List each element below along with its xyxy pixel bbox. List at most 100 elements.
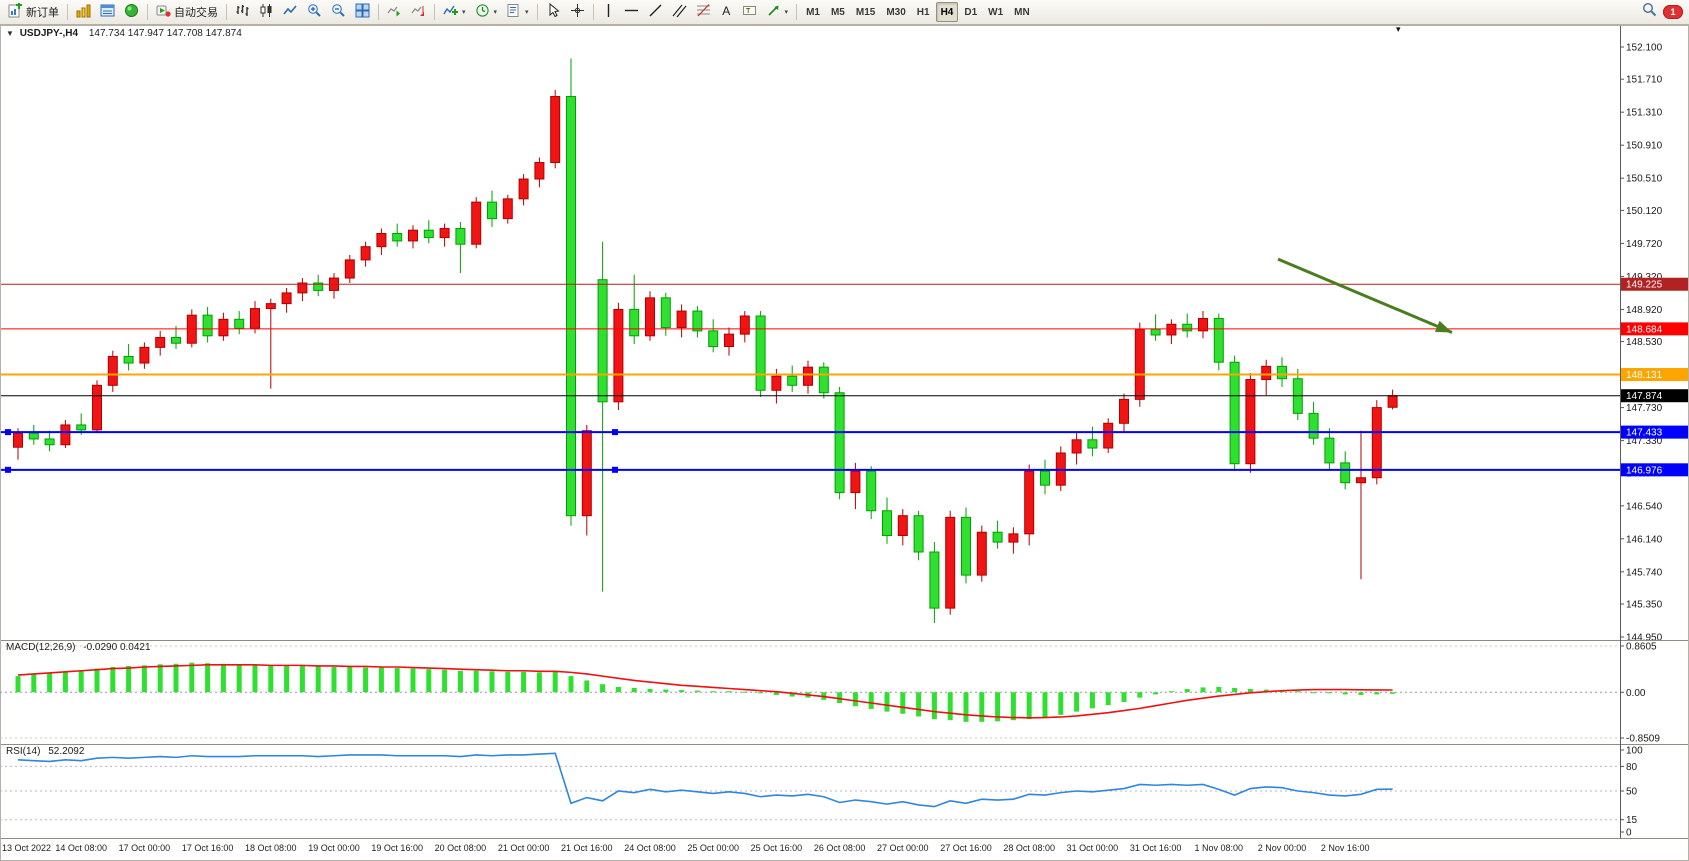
chart-header: ▼ USDJPY-,H4 147.734 147.947 147.708 147… — [6, 28, 242, 39]
macd-bar — [694, 690, 700, 693]
tf-m30-button[interactable]: M30 — [886, 6, 906, 18]
indicators-button[interactable]: ▾ — [439, 1, 470, 23]
candlestick-icon — [259, 3, 274, 21]
macd-bar — [141, 665, 147, 693]
candle — [139, 346, 150, 364]
text-label-button[interactable]: T — [738, 1, 761, 23]
arrows-tool-icon — [766, 3, 781, 21]
macd-bar — [1247, 689, 1253, 693]
time-axis[interactable]: 13 Oct 2022 14 Oct 08:00 17 Oct 00:00 17 Oc… — [2, 843, 1369, 853]
bar-chart-button[interactable] — [231, 1, 254, 23]
svg-text:146.976: 146.976 — [1626, 465, 1663, 476]
candle — [850, 470, 861, 494]
candle — [392, 232, 403, 242]
tf-d1-button[interactable]: D1 — [964, 6, 978, 18]
svg-text:151.310: 151.310 — [1626, 108, 1663, 119]
auto-trading-button[interactable]: 自动交易 — [152, 1, 222, 23]
svg-text:25 Oct 16:00: 25 Oct 16:00 — [751, 843, 803, 853]
svg-text:80: 80 — [1626, 762, 1638, 773]
macd-bar — [442, 669, 448, 693]
macd-bar — [679, 690, 685, 693]
separator — [378, 4, 379, 20]
candle — [1024, 470, 1035, 535]
macd-bar — [378, 667, 384, 693]
svg-text:17 Oct 16:00: 17 Oct 16:00 — [182, 843, 234, 853]
svg-text:26 Oct 08:00: 26 Oct 08:00 — [814, 843, 866, 853]
zoom-in-button[interactable] — [303, 1, 326, 23]
tf-mn-button[interactable]: MN — [1014, 6, 1030, 18]
separator — [536, 4, 538, 20]
arrows-tool-button[interactable]: ▾ — [762, 1, 793, 23]
notification-badge[interactable]: 1 — [1663, 5, 1683, 19]
auto-scroll-button[interactable] — [383, 1, 406, 23]
macd-bar — [157, 664, 163, 693]
search-icon[interactable] — [1642, 2, 1657, 22]
market-watch-button[interactable] — [72, 1, 95, 23]
data-window-button[interactable] — [96, 1, 119, 23]
macd-values: -0.0290 0.0421 — [83, 642, 151, 653]
macd-bar — [884, 692, 890, 712]
toolbar-overflow-chevron[interactable]: ▾ — [1396, 24, 1401, 34]
macd-bar — [1153, 692, 1159, 695]
candle — [202, 314, 213, 337]
chevron-down-icon: ▾ — [525, 9, 529, 16]
new-order-button[interactable]: 新订单 — [4, 1, 63, 23]
macd-bar — [1105, 692, 1111, 706]
navigator-button[interactable] — [120, 1, 143, 23]
candles-layer — [13, 58, 1398, 623]
tf-m5-button[interactable]: M5 — [830, 6, 845, 18]
zoom-out-button[interactable] — [327, 1, 350, 23]
cursor-button[interactable] — [542, 1, 565, 23]
tile-windows-button[interactable] — [351, 1, 374, 23]
candle — [534, 162, 545, 180]
macd-bar — [584, 680, 590, 693]
macd-bar — [1358, 692, 1364, 695]
candle — [1134, 328, 1145, 400]
svg-text:150.910: 150.910 — [1626, 141, 1663, 152]
trend-arrow[interactable] — [1277, 257, 1453, 334]
fibonacci-icon — [696, 3, 711, 21]
macd-bar — [15, 676, 21, 693]
tf-m15-button[interactable]: M15 — [855, 6, 876, 18]
candle — [913, 515, 924, 553]
chart-shift-button[interactable] — [407, 1, 430, 23]
channel-button[interactable] — [668, 1, 691, 23]
vertical-line-button[interactable] — [598, 1, 619, 23]
periods-button[interactable]: ▾ — [471, 1, 502, 23]
crosshair-button[interactable] — [566, 1, 589, 23]
text-button[interactable]: A — [716, 1, 737, 23]
templates-button[interactable]: ▾ — [502, 1, 533, 23]
horizontal-lines-layer[interactable] — [0, 283, 1620, 473]
macd-bar — [1137, 692, 1143, 698]
macd-bar — [1168, 691, 1174, 693]
chart-ohlc-values: 147.734 147.947 147.708 147.874 — [88, 28, 242, 39]
candle — [629, 308, 640, 337]
line-chart-button[interactable] — [279, 1, 302, 23]
fibonacci-button[interactable] — [692, 1, 715, 23]
macd-bar — [931, 692, 937, 720]
collapse-indicator-icon[interactable]: ▼ — [6, 29, 14, 38]
macd-bar — [868, 692, 874, 709]
trendline-button[interactable] — [644, 1, 667, 23]
svg-text:146.540: 146.540 — [1626, 501, 1663, 512]
rsi-value: 52.2092 — [48, 746, 85, 757]
macd-bar — [647, 689, 653, 693]
tf-w1-button[interactable]: W1 — [988, 6, 1004, 18]
macd-bar — [1042, 692, 1048, 717]
crosshair-icon — [570, 3, 585, 21]
price-axis[interactable]: 152.100 151.710 151.310 150.910 150.510 150.1… — [1620, 43, 1663, 644]
svg-text:149.225: 149.225 — [1626, 280, 1663, 291]
tf-m1-button[interactable]: M1 — [806, 6, 820, 18]
chevron-down-icon: ▾ — [462, 9, 466, 16]
tf-h1-button[interactable]: H1 — [916, 6, 930, 18]
svg-text:T: T — [746, 8, 751, 15]
svg-text:152.100: 152.100 — [1626, 43, 1663, 54]
candle — [961, 516, 971, 576]
macd-bar — [505, 671, 511, 693]
tf-h4-button[interactable]: H4 — [935, 2, 959, 22]
candle — [708, 330, 719, 348]
horizontal-line-button[interactable] — [620, 1, 643, 23]
candlestick-chart-button[interactable] — [255, 1, 278, 23]
